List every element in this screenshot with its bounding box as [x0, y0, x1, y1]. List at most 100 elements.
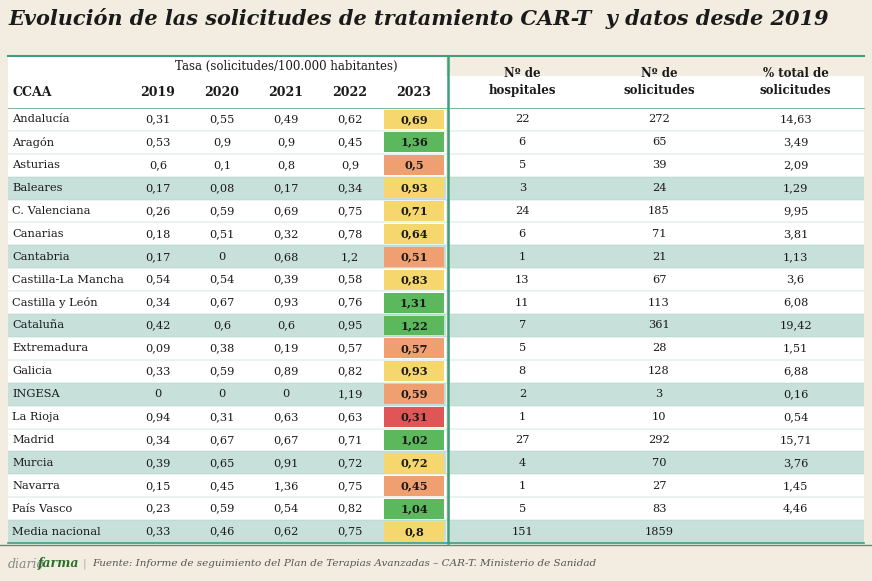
Text: 27: 27: [515, 435, 529, 445]
Text: 0,6: 0,6: [277, 321, 295, 331]
Text: 0,34: 0,34: [146, 435, 171, 445]
Text: 0,31: 0,31: [209, 412, 235, 422]
Text: 3,76: 3,76: [783, 458, 808, 468]
Text: 22: 22: [515, 114, 529, 124]
Text: 28: 28: [651, 343, 666, 353]
Text: 0,57: 0,57: [400, 343, 428, 354]
Text: 0,31: 0,31: [400, 411, 428, 422]
Bar: [384, 224, 444, 244]
Text: 2019: 2019: [140, 85, 175, 99]
Text: 0,67: 0,67: [209, 297, 235, 307]
Bar: [384, 315, 444, 335]
Text: 0,82: 0,82: [337, 504, 363, 514]
Bar: [450, 268, 864, 291]
Text: 1: 1: [519, 252, 526, 262]
Bar: [384, 522, 444, 541]
Bar: [384, 293, 444, 313]
Text: 1,36: 1,36: [273, 480, 299, 491]
Text: 8: 8: [519, 366, 526, 376]
Text: 0,72: 0,72: [337, 458, 363, 468]
Text: 1,31: 1,31: [400, 297, 428, 308]
Text: 0: 0: [283, 389, 290, 399]
Text: 0,71: 0,71: [337, 435, 363, 445]
Text: 0,71: 0,71: [400, 206, 428, 217]
Text: 2021: 2021: [269, 85, 303, 99]
Text: 0,17: 0,17: [146, 252, 171, 262]
Text: 0,17: 0,17: [146, 183, 171, 193]
Text: 0,46: 0,46: [209, 526, 235, 536]
Text: 0,62: 0,62: [337, 114, 363, 124]
Text: 1: 1: [519, 412, 526, 422]
Text: 0,62: 0,62: [273, 526, 299, 536]
Text: 0,17: 0,17: [273, 183, 299, 193]
Bar: [384, 498, 444, 519]
Bar: [8, 383, 446, 406]
Text: 1,36: 1,36: [400, 137, 428, 148]
Text: Baleares: Baleares: [12, 183, 63, 193]
Text: 0,42: 0,42: [146, 321, 171, 331]
Text: 0,9: 0,9: [341, 160, 359, 170]
Text: 0,65: 0,65: [209, 458, 235, 468]
Text: 1859: 1859: [644, 526, 673, 536]
Bar: [8, 223, 446, 245]
Text: 70: 70: [651, 458, 666, 468]
Text: 361: 361: [648, 321, 670, 331]
Text: 1,22: 1,22: [400, 320, 428, 331]
Bar: [384, 155, 444, 175]
Text: Media nacional: Media nacional: [12, 526, 100, 536]
Text: CCAA: CCAA: [12, 85, 51, 99]
Bar: [450, 177, 864, 200]
Bar: [8, 360, 446, 383]
Bar: [384, 476, 444, 496]
Text: 0,33: 0,33: [146, 366, 171, 376]
Bar: [8, 177, 446, 200]
Text: 1,02: 1,02: [400, 435, 428, 446]
Text: 185: 185: [648, 206, 670, 216]
Text: 1,2: 1,2: [341, 252, 359, 262]
Text: 0,34: 0,34: [337, 183, 363, 193]
Bar: [450, 497, 864, 520]
Text: 0,8: 0,8: [404, 526, 424, 537]
Text: 0,45: 0,45: [400, 480, 428, 492]
Bar: [450, 429, 864, 451]
Text: Galicia: Galicia: [12, 366, 52, 376]
Text: 1,04: 1,04: [400, 503, 428, 514]
Text: 0,75: 0,75: [337, 206, 363, 216]
Bar: [384, 430, 444, 450]
Text: Nº de
solicitudes: Nº de solicitudes: [623, 67, 695, 97]
Text: 0,83: 0,83: [400, 274, 428, 285]
Bar: [8, 268, 446, 291]
Text: farma: farma: [38, 558, 79, 571]
Text: 65: 65: [651, 137, 666, 148]
Text: 3: 3: [656, 389, 663, 399]
Bar: [8, 245, 446, 268]
Text: 1,29: 1,29: [783, 183, 808, 193]
Text: 5: 5: [519, 504, 526, 514]
Text: 0,69: 0,69: [273, 206, 299, 216]
Text: 0,16: 0,16: [783, 389, 808, 399]
Text: 5: 5: [519, 160, 526, 170]
Bar: [384, 361, 444, 381]
Text: 0,31: 0,31: [146, 114, 171, 124]
Text: 0,6: 0,6: [213, 321, 231, 331]
Bar: [450, 291, 864, 314]
Text: 0,51: 0,51: [400, 252, 428, 262]
Text: 3,49: 3,49: [783, 137, 808, 148]
Bar: [384, 247, 444, 267]
Text: Cataluña: Cataluña: [12, 321, 65, 331]
Text: 0,63: 0,63: [337, 412, 363, 422]
Text: 0,09: 0,09: [146, 343, 171, 353]
Text: 0: 0: [218, 389, 226, 399]
Text: 0,59: 0,59: [400, 389, 428, 400]
Text: 1: 1: [519, 480, 526, 491]
Text: 0,75: 0,75: [337, 480, 363, 491]
Bar: [8, 520, 446, 543]
Bar: [8, 108, 446, 131]
Text: 0,1: 0,1: [213, 160, 231, 170]
Text: 113: 113: [648, 297, 670, 307]
Text: 0,08: 0,08: [209, 183, 235, 193]
Text: 6: 6: [519, 137, 526, 148]
Text: 0,94: 0,94: [146, 412, 171, 422]
Bar: [8, 474, 446, 497]
Text: 292: 292: [648, 435, 670, 445]
